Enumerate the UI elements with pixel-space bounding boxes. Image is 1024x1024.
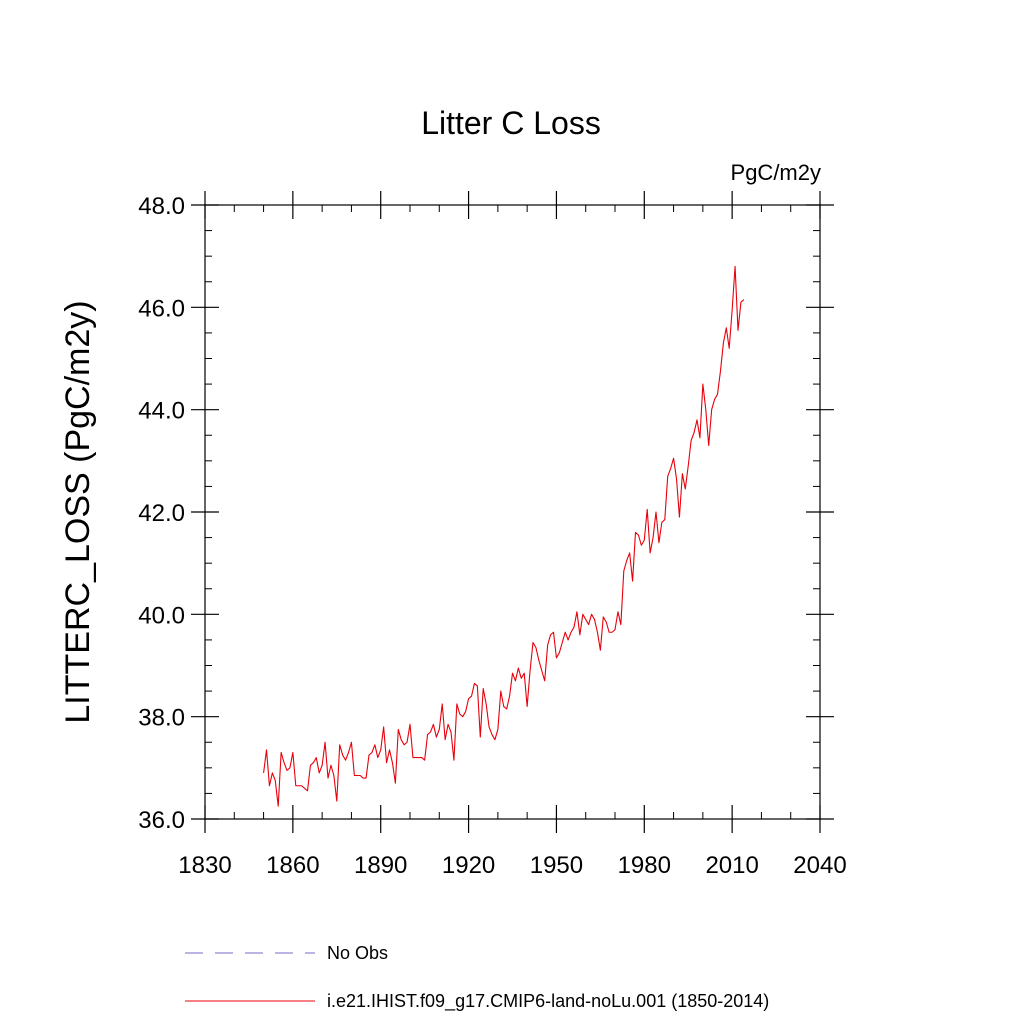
x-tick-label: 2040 [793, 852, 846, 879]
units-label: PgC/m2y [731, 160, 821, 185]
legend-label-model-run: i.e21.IHIST.f09_g17.CMIP6-land-noLu.001 … [327, 991, 769, 1012]
y-tick-label: 46.0 [138, 295, 185, 322]
y-tick-label: 48.0 [138, 193, 185, 220]
y-tick-label: 42.0 [138, 500, 185, 527]
x-tick-label: 1830 [178, 852, 231, 879]
y-axis-label: LITTERC_LOSS (PgC/m2y) [59, 300, 97, 723]
plot-area: 1830 1860 1890 1920 1950 1980 2010 2040 36.0 38.0… [138, 191, 847, 879]
series-line-0 [263, 265, 745, 807]
x-tick-label: 2010 [705, 852, 758, 879]
legend-label-no-obs: No Obs [327, 943, 388, 963]
x-tick-label: 1920 [442, 852, 495, 879]
legend: No Obs i.e21.IHIST.f09_g17.CMIP6-land-no… [185, 943, 769, 1012]
y-tick-label: 36.0 [138, 807, 185, 834]
y-tick-label: 38.0 [138, 705, 185, 732]
x-tick-label: 1860 [266, 852, 319, 879]
y-tick-label: 44.0 [138, 398, 185, 425]
plot-frame [204, 204, 821, 820]
x-tick-label: 1890 [354, 852, 407, 879]
y-tick-label: 40.0 [138, 602, 185, 629]
x-tick-label: 1980 [618, 852, 671, 879]
chart-title: Litter C Loss [421, 105, 601, 141]
x-tick-label: 1950 [530, 852, 583, 879]
